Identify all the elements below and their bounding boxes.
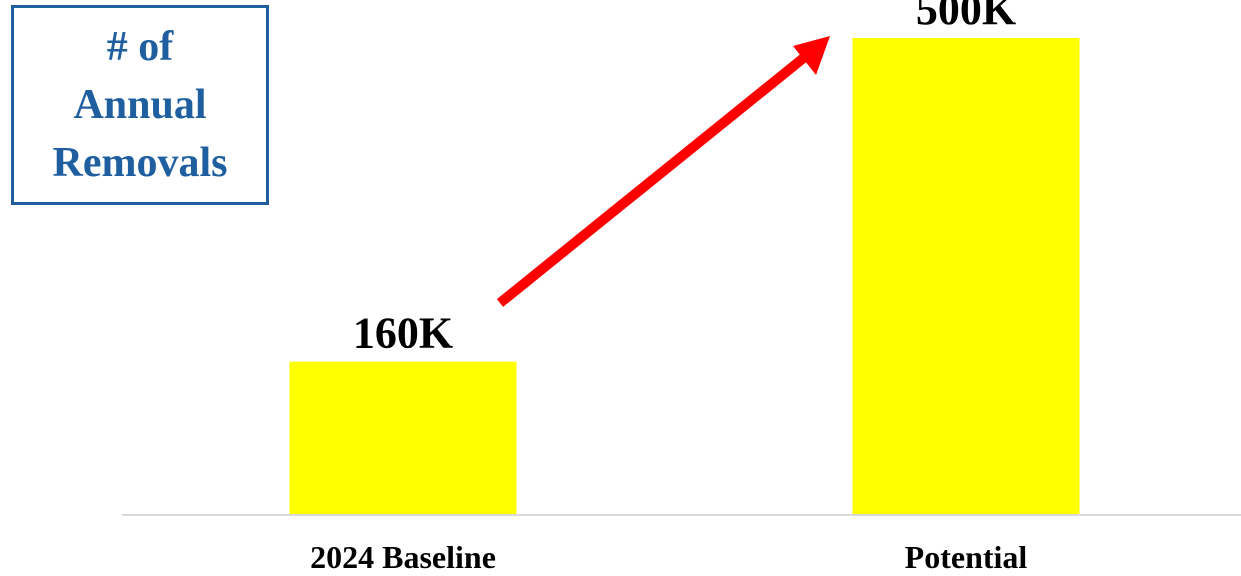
x-tick-labels-layer: 2024 Baseline Potential — [310, 539, 1027, 575]
data-label-potential: 500K — [916, 0, 1016, 34]
trend-arrow — [496, 36, 830, 307]
chart-title: # of Annual Removals — [52, 24, 228, 186]
bar-2024-baseline — [289, 361, 517, 514]
x-tick-label-potential: Potential — [905, 539, 1028, 575]
data-label-2024-baseline: 160K — [353, 309, 453, 358]
arrow-shaft — [496, 52, 810, 307]
x-tick-label-2024-baseline: 2024 Baseline — [310, 539, 496, 575]
bar-potential — [852, 38, 1080, 514]
bars-layer — [289, 38, 1080, 514]
data-labels-layer: 160K 500K — [353, 0, 1016, 358]
chart-title-box: # of Annual Removals — [11, 5, 269, 205]
arrow-head — [793, 36, 830, 75]
